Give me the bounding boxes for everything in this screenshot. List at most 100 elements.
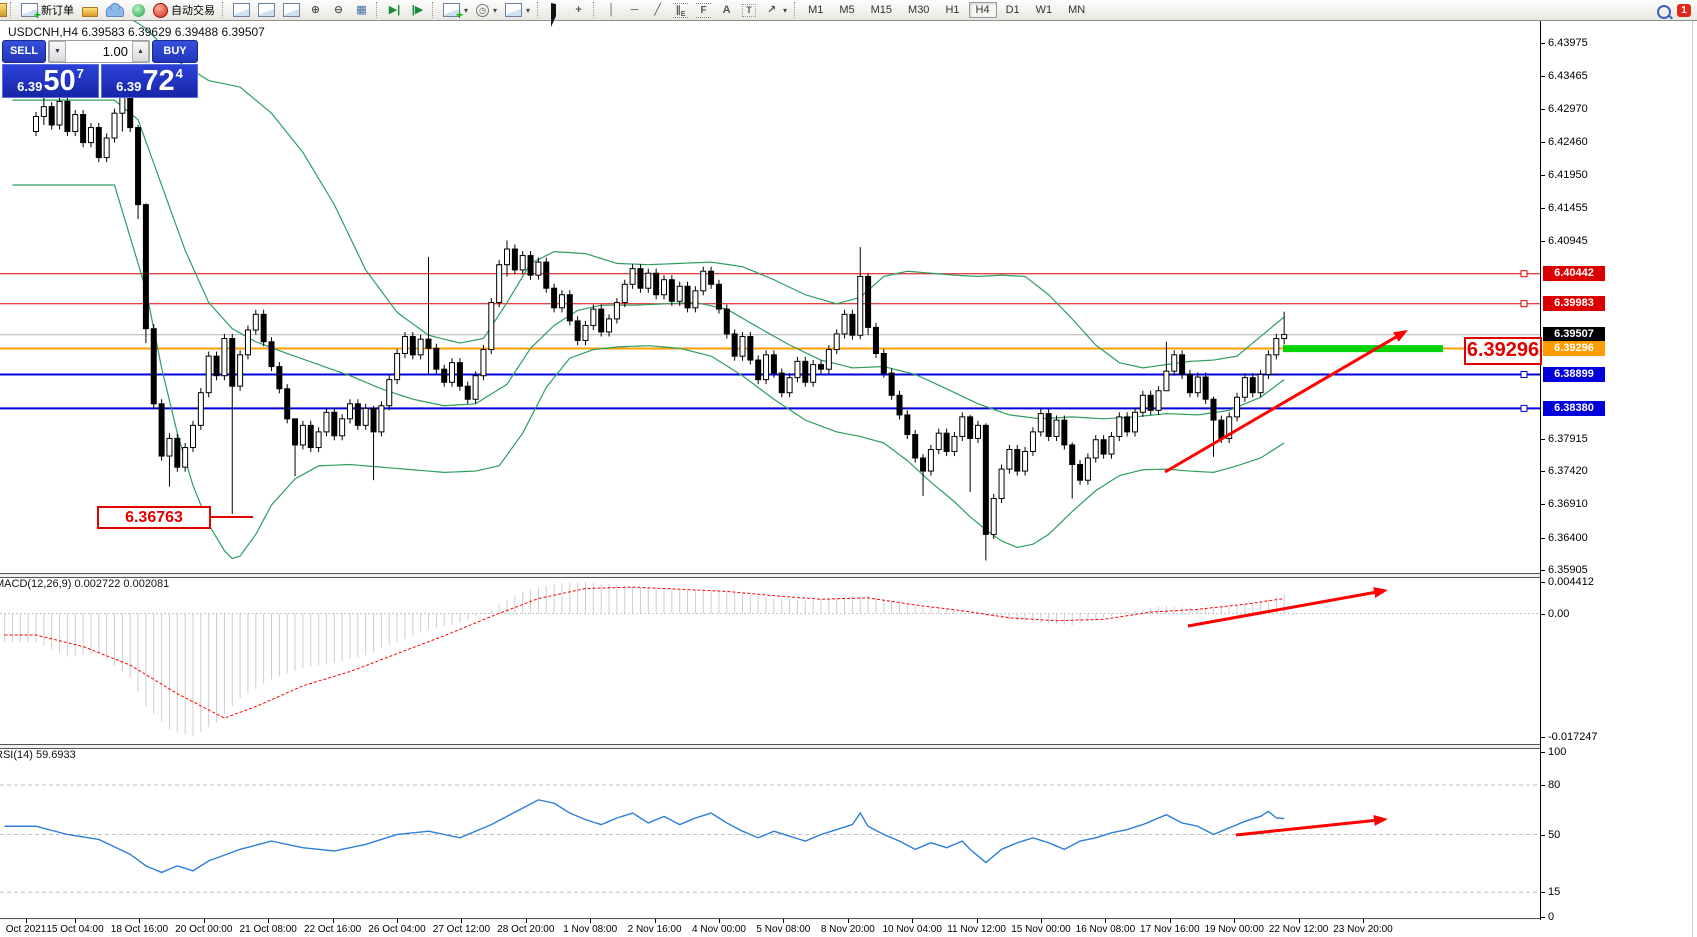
volume-input[interactable] bbox=[66, 43, 132, 60]
time-axis-label: 28 Oct 20:00 bbox=[497, 924, 555, 935]
timeframe-H1[interactable]: H1 bbox=[945, 4, 960, 16]
signal-icon bbox=[132, 3, 145, 17]
vertical-line-button[interactable]: │ bbox=[600, 1, 623, 19]
equidistant-channel-button[interactable]: ∥E bbox=[669, 1, 692, 19]
cloud-icon bbox=[106, 3, 124, 17]
signals-button[interactable] bbox=[128, 1, 149, 19]
zoom-out-button[interactable]: ⊖ bbox=[327, 1, 350, 19]
green-highlight-bar[interactable] bbox=[1283, 345, 1443, 353]
rsi-line[interactable] bbox=[4, 799, 1285, 874]
notifications-button[interactable]: 1 bbox=[1677, 3, 1691, 17]
zoom-in-button[interactable]: ⊕ bbox=[304, 1, 327, 19]
crosshair-button[interactable]: + bbox=[567, 1, 590, 19]
sell-price-big: 50 bbox=[43, 65, 76, 97]
autotrading-button[interactable]: 自动交易 bbox=[149, 1, 219, 19]
price-level-label: 6.38380 bbox=[1543, 400, 1605, 416]
trendline-icon: ╱ bbox=[654, 3, 661, 16]
axis-tick-label: 0 bbox=[1548, 911, 1555, 923]
toolbar-separator bbox=[10, 2, 14, 18]
text-label-button[interactable]: T bbox=[738, 1, 760, 19]
trendline-button[interactable]: ╱ bbox=[646, 1, 669, 19]
search-button[interactable] bbox=[1656, 4, 1671, 19]
templates-button[interactable]: ▾ bbox=[501, 1, 534, 19]
fibonacci-icon: F bbox=[696, 2, 712, 18]
low-price-callout[interactable]: 6.36763 bbox=[97, 506, 253, 529]
main-trend-arrow[interactable] bbox=[1164, 330, 1408, 474]
price-axis[interactable]: 6.43975 6.43465 6.42970 6.42460 6.41950 6.414… bbox=[1540, 0, 1697, 937]
volume-decrease-button[interactable]: ▼ bbox=[49, 41, 66, 62]
buy-price-sup: 4 bbox=[175, 66, 183, 81]
price-level-label: 6.39507 bbox=[1543, 327, 1605, 343]
time-axis-label: 8 Nov 20:00 bbox=[820, 924, 875, 935]
timeframe-M15[interactable]: M15 bbox=[870, 4, 893, 16]
axis-tick-label: -0.017247 bbox=[1548, 731, 1598, 743]
bollinger-lower-band[interactable] bbox=[12, 184, 1285, 560]
buy-button[interactable]: BUY bbox=[152, 40, 198, 63]
bollinger-upper-band[interactable] bbox=[12, 21, 1285, 369]
bollinger-mid-band[interactable] bbox=[12, 99, 1285, 420]
fibonacci-button[interactable]: F bbox=[692, 1, 715, 19]
macd-signal-line[interactable] bbox=[4, 586, 1285, 719]
time-axis-label: 19 Nov 00:00 bbox=[1204, 924, 1264, 935]
toolbar-separator bbox=[222, 2, 226, 18]
sell-button[interactable]: SELL bbox=[2, 40, 46, 63]
gold-button[interactable] bbox=[78, 1, 102, 19]
arrows-button[interactable]: ↗ ▾ bbox=[760, 1, 791, 19]
volume-increase-button[interactable]: ▲ bbox=[132, 41, 149, 62]
shift-end-icon: ▶| bbox=[388, 3, 401, 16]
horizontal-line-button[interactable]: ─ bbox=[623, 1, 646, 19]
axis-tick-label: 100 bbox=[1548, 746, 1567, 758]
timeframe-MN[interactable]: MN bbox=[1068, 4, 1086, 16]
axis-tick-label: 6.42970 bbox=[1548, 102, 1588, 115]
axis-tick-label: 80 bbox=[1548, 779, 1561, 791]
sell-price-box[interactable]: 6.39 50 7 bbox=[2, 64, 99, 98]
line-chart-button[interactable] bbox=[279, 1, 304, 19]
bar-chart-button[interactable] bbox=[254, 1, 279, 19]
gold-icon bbox=[82, 6, 98, 17]
panel-splitter-rsi[interactable] bbox=[0, 744, 1540, 749]
panel-splitter-macd[interactable] bbox=[0, 573, 1540, 578]
time-axis[interactable]: Oct 2021 15 Oct 04:00 18 Oct 16:00 20 Oct 0… bbox=[0, 919, 1540, 937]
buy-price-box[interactable]: 6.39 72 4 bbox=[101, 64, 198, 98]
level-price-callout[interactable]: 6.39296 bbox=[1464, 337, 1542, 365]
time-axis-label: 16 Nov 08:00 bbox=[1075, 924, 1136, 935]
rsi-trend-arrow[interactable] bbox=[1235, 814, 1388, 837]
timeframe-M30[interactable]: M30 bbox=[908, 4, 930, 16]
time-axis-label: 4 Nov 00:00 bbox=[692, 924, 746, 935]
auto-scroll-button[interactable]: |▶ bbox=[406, 1, 429, 19]
new-order-button[interactable]: + 新订单 bbox=[17, 1, 78, 21]
cursor-button[interactable] bbox=[544, 1, 567, 27]
axis-tick-label: 6.37915 bbox=[1548, 432, 1588, 445]
price-level-label: 6.39296 bbox=[1543, 341, 1605, 357]
price-axis-line bbox=[1540, 21, 1541, 920]
time-axis-label: 5 Nov 08:00 bbox=[756, 924, 811, 935]
text-button[interactable]: A bbox=[715, 1, 738, 19]
add-indicator-button[interactable]: + ▾ bbox=[439, 1, 472, 21]
time-axis-label: 10 Nov 04:00 bbox=[882, 924, 942, 935]
template-icon bbox=[505, 3, 523, 17]
timeframe-bar: M1 M5 M15 M30 H1 H4 D1 W1 MN bbox=[801, 2, 1092, 18]
cloud-button[interactable] bbox=[102, 1, 128, 19]
timeframe-W1[interactable]: W1 bbox=[1035, 4, 1053, 16]
axis-tick-label: 15 bbox=[1548, 886, 1561, 899]
chart-canvas[interactable] bbox=[0, 21, 1540, 919]
periods-button[interactable]: ◷ ▾ bbox=[472, 1, 501, 19]
time-axis-label: 18 Oct 16:00 bbox=[110, 924, 169, 935]
time-axis-label: 26 Oct 04:00 bbox=[368, 924, 426, 935]
timeframe-D1[interactable]: D1 bbox=[1005, 4, 1020, 16]
cursor-icon bbox=[551, 2, 561, 27]
axis-tick-label: 6.42460 bbox=[1548, 135, 1588, 148]
timeframe-M5[interactable]: M5 bbox=[839, 4, 855, 16]
timeframe-H4[interactable]: H4 bbox=[968, 2, 997, 18]
tile-windows-button[interactable]: ▦ bbox=[350, 1, 373, 19]
chart-window-icon bbox=[233, 3, 250, 17]
notification-badge: 1 bbox=[1681, 4, 1687, 16]
time-axis-label: 1 Nov 08:00 bbox=[563, 924, 618, 935]
auto-scroll-icon: |▶ bbox=[411, 3, 424, 16]
new-order-label: 新订单 bbox=[41, 5, 74, 17]
macd-trend-arrow[interactable] bbox=[1187, 587, 1388, 628]
timeframe-M1[interactable]: M1 bbox=[808, 4, 824, 16]
shift-end-button[interactable]: ▶| bbox=[383, 1, 406, 19]
chart-svg[interactable] bbox=[0, 21, 1540, 919]
chart-window-button[interactable] bbox=[229, 1, 254, 19]
